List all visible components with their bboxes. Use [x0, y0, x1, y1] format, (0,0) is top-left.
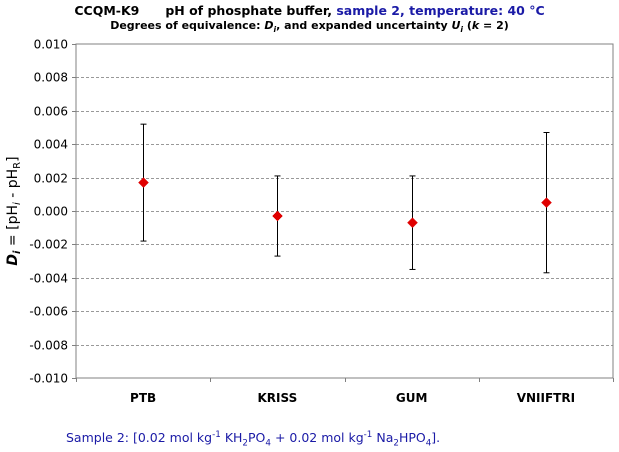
y-axis-label: Di = [pHi - pHR]: [5, 156, 23, 265]
y-tick-label: -0.006: [29, 305, 68, 319]
data-marker: [272, 210, 283, 222]
y-tick-label: 0.010: [34, 38, 68, 52]
data-marker: [138, 177, 149, 188]
y-tick-label: 0.006: [34, 105, 68, 119]
data-marker: [407, 217, 418, 229]
chart-title: CCQM-K9 pH of phosphate buffer, sample 2,…: [74, 3, 545, 18]
data-marker: [541, 197, 552, 209]
y-tick-label: 0.008: [34, 71, 68, 85]
y-tick-label: 0.002: [34, 172, 68, 186]
data-point-kriss: [272, 175, 283, 257]
gridlines: [76, 77, 613, 346]
data-series: [138, 123, 552, 274]
sample-footnote: Sample 2: [0.02 mol kg-1 KH2PO4 + 0.02 m…: [66, 429, 441, 449]
title-sample: sample 2: [336, 3, 400, 18]
title-temperature: temperature: 40 °C: [409, 3, 545, 18]
data-point-ptb: [138, 123, 149, 242]
svg-text:Di = [pHi - pHR]: Di = [pHi - pHR]: [5, 156, 23, 265]
title-code: CCQM-K9: [74, 3, 140, 18]
y-tick-label: -0.008: [29, 339, 68, 353]
x-axis-ticks: PTB KRISS GUM VNIIFTRI: [76, 378, 614, 405]
x-tick-label: PTB: [130, 391, 156, 405]
y-tick-label: -0.002: [29, 238, 68, 252]
data-point-gum: [407, 175, 418, 270]
y-tick-label: -0.004: [29, 272, 68, 286]
y-tick-label: -0.010: [29, 372, 68, 386]
chart-subtitle: Degrees of equivalence: Di, and expanded…: [110, 19, 509, 35]
y-axis-ticks: 0.010 0.008 0.006 0.004 0.002 0.000 -0.002 -0.0…: [29, 38, 76, 386]
x-tick-label: GUM: [396, 391, 428, 405]
x-tick-label: KRISS: [258, 391, 298, 405]
data-point-vniiftri: [541, 132, 552, 274]
y-tick-label: 0.000: [34, 205, 68, 219]
x-tick-label: VNIIFTRI: [517, 391, 575, 405]
y-tick-label: 0.004: [34, 138, 68, 152]
title-topic: pH of phosphate buffer: [165, 3, 328, 18]
